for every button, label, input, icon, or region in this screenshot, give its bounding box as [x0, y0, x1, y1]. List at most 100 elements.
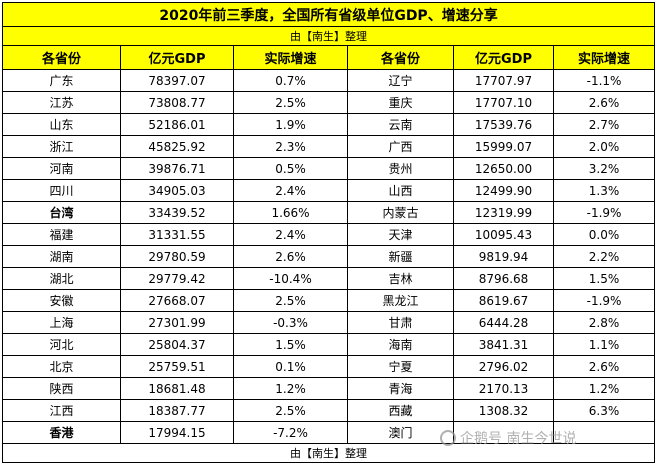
- gdp-cell: 18681.48: [120, 377, 234, 401]
- gdp-cell: 10095.43: [453, 223, 554, 247]
- table-row: 北京 25759.51 0.1% 宁夏 2796.02 2.6%: [2, 355, 656, 379]
- gdp-cell: 29779.42: [120, 267, 234, 291]
- gdp-cell: 2796.02: [453, 355, 554, 379]
- table-title: 2020年前三季度，全国所有省级单位GDP、增速分享: [1, 1, 656, 28]
- gdp-cell: 6444.28: [453, 311, 554, 335]
- province-cell: 澳门: [347, 421, 454, 445]
- province-cell: 江苏: [2, 91, 121, 115]
- gdp-cell: 8796.68: [453, 267, 554, 291]
- province-cell: 浙江: [2, 135, 121, 159]
- growth-cell: 2.6%: [552, 91, 656, 115]
- province-cell: 内蒙古: [347, 201, 454, 225]
- table-row: 香港 17994.15 -7.2% 澳门: [2, 421, 656, 445]
- header-gdp-left: 亿元GDP: [120, 44, 234, 71]
- table-footer: 由【南生】整理: [1, 443, 656, 463]
- province-cell: 上海: [2, 311, 121, 335]
- table-row: 陕西 18681.48 1.2% 青海 2170.13 1.2%: [2, 377, 656, 401]
- growth-cell: 0.7%: [233, 69, 348, 93]
- gdp-cell: 27301.99: [120, 311, 234, 335]
- table-row: 河南 39876.71 0.5% 贵州 12650.00 3.2%: [2, 157, 656, 181]
- province-cell: 安徽: [2, 289, 121, 313]
- header-growth-left: 实际增速: [233, 44, 348, 71]
- table-subtitle: 由【南生】整理: [1, 26, 656, 46]
- growth-cell: 2.6%: [233, 245, 348, 269]
- table-row: 广东 78397.07 0.7% 辽宁 17707.97 -1.1%: [2, 69, 656, 93]
- province-cell: 广西: [347, 135, 454, 159]
- gdp-cell: 17707.10: [453, 91, 554, 115]
- gdp-cell: [453, 421, 554, 445]
- province-cell: 甘肃: [347, 311, 454, 335]
- growth-cell: 1.9%: [233, 113, 348, 137]
- growth-cell: 1.5%: [233, 333, 348, 357]
- province-cell: 香港: [2, 421, 121, 445]
- table-row: 安徽 27668.07 2.5% 黑龙江 8619.67 -1.9%: [2, 289, 656, 313]
- province-cell: 湖南: [2, 245, 121, 269]
- gdp-cell: 17707.97: [453, 69, 554, 93]
- growth-cell: -10.4%: [233, 267, 348, 291]
- header-growth-right: 实际增速: [552, 44, 656, 71]
- title-row: 2020年前三季度，全国所有省级单位GDP、增速分享: [1, 1, 656, 28]
- growth-cell: 0.1%: [233, 355, 348, 379]
- growth-cell: 2.0%: [552, 135, 656, 159]
- table-row: 浙江 45825.92 2.3% 广西 15999.07 2.0%: [2, 135, 656, 159]
- growth-cell: 2.5%: [233, 399, 348, 423]
- table-row: 湖北 29779.42 -10.4% 吉林 8796.68 1.5%: [2, 267, 656, 291]
- province-cell: 陕西: [2, 377, 121, 401]
- gdp-cell: 12499.90: [453, 179, 554, 203]
- table-row: 上海 27301.99 -0.3% 甘肃 6444.28 2.8%: [2, 311, 656, 335]
- table-row: 江西 18387.77 2.5% 西藏 1308.32 6.3%: [2, 399, 656, 423]
- gdp-cell: 52186.01: [120, 113, 234, 137]
- header-gdp-right: 亿元GDP: [453, 44, 554, 71]
- gdp-cell: 29780.59: [120, 245, 234, 269]
- gdp-cell: 45825.92: [120, 135, 234, 159]
- province-cell: 西藏: [347, 399, 454, 423]
- province-cell: 吉林: [347, 267, 454, 291]
- growth-cell: -1.9%: [552, 289, 656, 313]
- gdp-cell: 78397.07: [120, 69, 234, 93]
- growth-cell: 2.8%: [552, 311, 656, 335]
- province-cell: 新疆: [347, 245, 454, 269]
- growth-cell: 2.4%: [233, 223, 348, 247]
- gdp-cell: 15999.07: [453, 135, 554, 159]
- growth-cell: [552, 421, 656, 445]
- province-cell: 黑龙江: [347, 289, 454, 313]
- growth-cell: 1.66%: [233, 201, 348, 225]
- header-row: 各省份 亿元GDP 实际增速 各省份 亿元GDP 实际增速: [2, 44, 656, 71]
- province-cell: 台湾: [2, 201, 121, 225]
- growth-cell: 0.0%: [552, 223, 656, 247]
- province-cell: 福建: [2, 223, 121, 247]
- gdp-cell: 3841.31: [453, 333, 554, 357]
- gdp-cell: 8619.67: [453, 289, 554, 313]
- header-province-left: 各省份: [2, 44, 121, 71]
- table-row: 江苏 73808.77 2.5% 重庆 17707.10 2.6%: [2, 91, 656, 115]
- growth-cell: 1.2%: [552, 377, 656, 401]
- growth-cell: -1.9%: [552, 201, 656, 225]
- gdp-cell: 27668.07: [120, 289, 234, 313]
- province-cell: 四川: [2, 179, 121, 203]
- footer-row: 由【南生】整理: [1, 443, 656, 463]
- growth-cell: -7.2%: [233, 421, 348, 445]
- gdp-cell: 73808.77: [120, 91, 234, 115]
- province-cell: 贵州: [347, 157, 454, 181]
- province-cell: 云南: [347, 113, 454, 137]
- province-cell: 北京: [2, 355, 121, 379]
- header-province-right: 各省份: [347, 44, 454, 71]
- gdp-cell: 17539.76: [453, 113, 554, 137]
- gdp-cell: 39876.71: [120, 157, 234, 181]
- province-cell: 重庆: [347, 91, 454, 115]
- province-cell: 湖北: [2, 267, 121, 291]
- gdp-cell: 34905.03: [120, 179, 234, 203]
- growth-cell: 3.2%: [552, 157, 656, 181]
- province-cell: 江西: [2, 399, 121, 423]
- table-row: 山东 52186.01 1.9% 云南 17539.76 2.7%: [2, 113, 656, 137]
- province-cell: 天津: [347, 223, 454, 247]
- growth-cell: -0.3%: [233, 311, 348, 335]
- growth-cell: 2.4%: [233, 179, 348, 203]
- growth-cell: 0.5%: [233, 157, 348, 181]
- growth-cell: 1.3%: [552, 179, 656, 203]
- table-row: 四川 34905.03 2.4% 山西 12499.90 1.3%: [2, 179, 656, 203]
- gdp-cell: 12650.00: [453, 157, 554, 181]
- province-cell: 河南: [2, 157, 121, 181]
